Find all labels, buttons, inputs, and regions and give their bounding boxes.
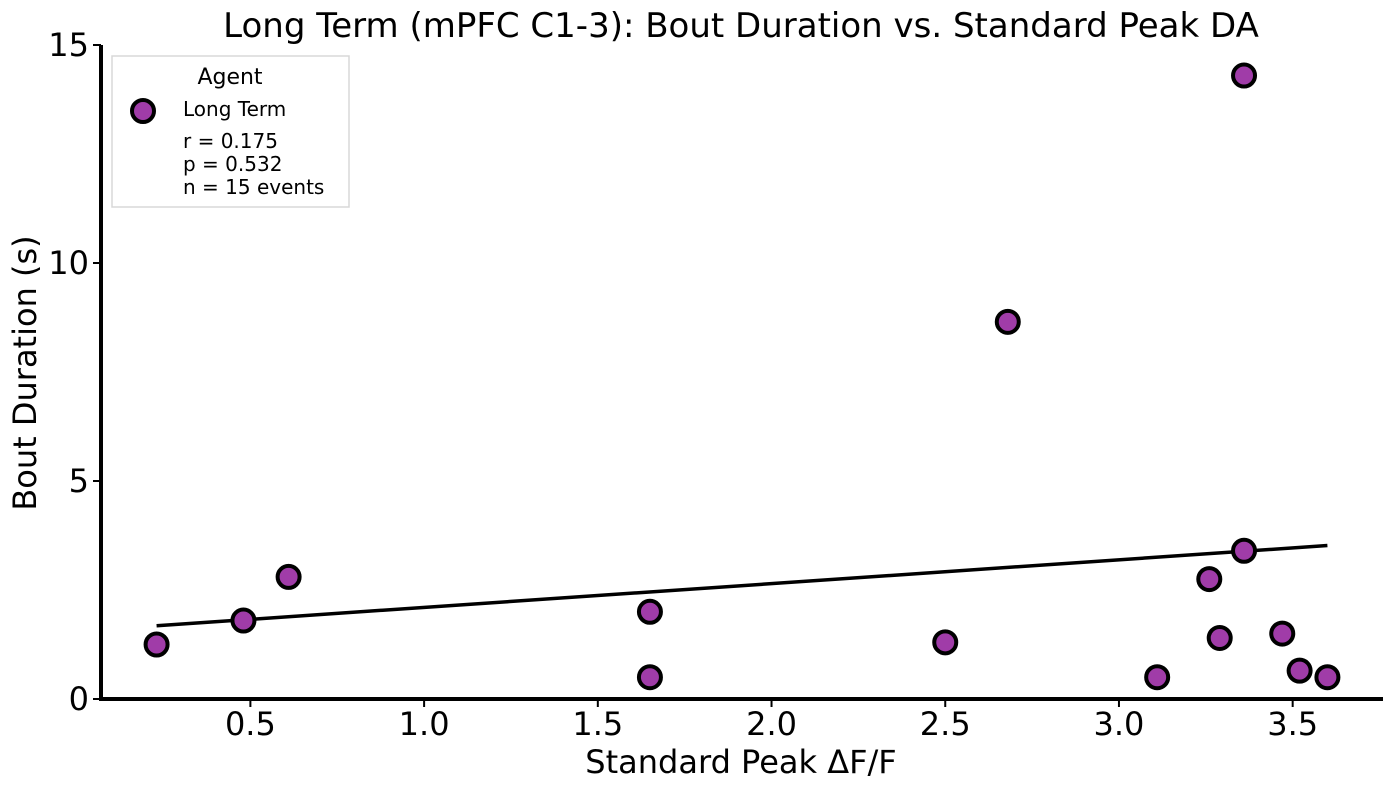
- x-tick-label: 2.5: [920, 705, 971, 743]
- x-tick-label: 0.5: [225, 705, 276, 743]
- legend-stat-p: p = 0.532: [183, 152, 282, 176]
- scatter-point: [143, 631, 170, 658]
- y-tick-label: 5: [69, 462, 89, 500]
- legend-stat-n: n = 15 events: [183, 175, 324, 199]
- legend-title: Agent: [197, 65, 262, 90]
- legend-marker: [130, 98, 156, 124]
- x-tick-label: 2.0: [746, 705, 797, 743]
- y-tick-label: 15: [48, 26, 89, 64]
- x-axis-ticks: 0.5 1.0 1.5 2.0 2.5 3.0 3.5: [225, 699, 1318, 743]
- legend-frame: [111, 55, 350, 208]
- scatter-point: [1231, 537, 1258, 564]
- scatter-point: [932, 629, 959, 656]
- scatter-point: [1144, 664, 1171, 691]
- plot-area: [143, 62, 1341, 691]
- scatter-point: [1206, 624, 1233, 651]
- y-tick-label: 0: [69, 680, 89, 718]
- scatter-point: [1231, 62, 1258, 89]
- scatter-point: [994, 308, 1021, 335]
- legend-stat-r: r = 0.175: [183, 129, 278, 153]
- y-axis-ticks: 0 5 10 15: [48, 26, 101, 718]
- scatter-point: [1314, 664, 1341, 691]
- regression-line: [156, 543, 1328, 628]
- scatter-point: [1196, 566, 1223, 593]
- legend: Agent Long Term r = 0.175 p = 0.532 n = …: [111, 55, 350, 208]
- x-tick-label: 3.5: [1267, 705, 1318, 743]
- x-tick-label: 3.0: [1094, 705, 1145, 743]
- scatter-point: [230, 607, 257, 634]
- x-tick-label: 1.0: [399, 705, 450, 743]
- x-axis-label: Standard Peak ΔF/F: [585, 743, 896, 781]
- scatter-point: [275, 563, 302, 590]
- scatter-point: [636, 598, 663, 625]
- scatter-point: [1286, 657, 1313, 684]
- scatter-point: [636, 664, 663, 691]
- chart-title: Long Term (mPFC C1-3): Bout Duration vs.…: [223, 6, 1259, 46]
- x-tick-label: 1.5: [572, 705, 623, 743]
- scatter-point: [1269, 620, 1296, 647]
- y-tick-label: 10: [48, 244, 89, 282]
- y-axis-label: Bout Duration (s): [6, 235, 44, 510]
- legend-entry-long-term: Long Term: [183, 97, 286, 121]
